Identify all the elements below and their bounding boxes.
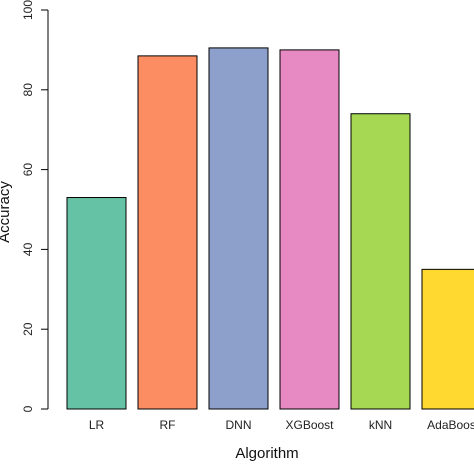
x-tick-label: LR: [89, 418, 105, 432]
x-tick-label: AdaBoos: [427, 418, 474, 432]
x-axis-title: Algorithm: [235, 445, 298, 462]
bar-dnn: [208, 47, 269, 410]
y-tick-label: 0: [21, 405, 35, 412]
x-tick-label: RF: [160, 418, 176, 432]
bar-lr: [66, 197, 127, 410]
bar-knn: [350, 113, 411, 410]
y-tick-label: 20: [21, 322, 35, 336]
x-tick-label: XGBoost: [285, 418, 334, 432]
bar-adaboost: [421, 268, 474, 410]
y-axis-title: Accuracy: [0, 181, 13, 243]
bar-rf: [137, 55, 198, 410]
bars-group: [66, 47, 474, 410]
y-tick-label: 60: [21, 163, 35, 177]
y-tick-label: 100: [21, 0, 35, 20]
bar-xgboost: [279, 49, 340, 410]
x-tick-labels: LR RF DNN XGBoost kNN AdaBoos: [89, 418, 474, 432]
x-tick-label: kNN: [369, 418, 392, 432]
y-axis: 0 20 40 60 80 100: [21, 0, 49, 412]
y-tick-label: 40: [21, 242, 35, 256]
y-tick-label: 80: [21, 83, 35, 97]
x-tick-label: DNN: [226, 418, 252, 432]
